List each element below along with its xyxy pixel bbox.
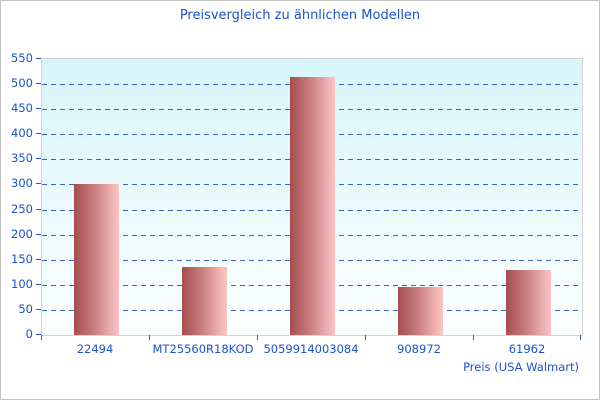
y-tick-label-450: 450 — [11, 101, 33, 115]
y-tick-label-150: 150 — [11, 252, 33, 266]
bar-5059914003084 — [290, 77, 335, 335]
y-tick-label-300: 300 — [11, 176, 33, 190]
bar-61962 — [506, 270, 551, 335]
y-tick-label-0: 0 — [25, 327, 33, 341]
y-axis-tick-0 — [36, 334, 41, 335]
y-axis-tick-300 — [36, 183, 41, 184]
y-axis-tick-50 — [36, 309, 41, 310]
x-axis-label: Preis (USA Walmart) — [463, 360, 579, 374]
y-axis-tick-350 — [36, 158, 41, 159]
y-tick-label-400: 400 — [11, 126, 33, 140]
y-axis-tick-250 — [36, 209, 41, 210]
y-axis-tick-550 — [36, 58, 41, 59]
chart-title: Preisvergleich zu ähnlichen Modellen — [179, 8, 421, 23]
y-tick-label-100: 100 — [11, 277, 33, 291]
y-tick-label-250: 250 — [11, 202, 33, 216]
y-axis-tick-200 — [36, 234, 41, 235]
bar-22494 — [74, 184, 119, 335]
bar-908972 — [398, 287, 443, 335]
y-tick-label-500: 500 — [11, 76, 33, 90]
y-tick-label-50: 50 — [18, 302, 33, 316]
bar-MT25560R18KOD — [182, 267, 227, 335]
y-axis-tick-100 — [36, 284, 41, 285]
x-tick-label-MT25560R18KOD: MT25560R18KOD — [152, 342, 254, 356]
x-axis-tick-2 — [257, 335, 258, 340]
x-axis-tick-5 — [580, 335, 581, 340]
y-tick-label-200: 200 — [11, 227, 33, 241]
y-axis-tick-500 — [36, 83, 41, 84]
x-tick-label-22494: 22494 — [76, 342, 114, 356]
x-axis-tick-0 — [41, 335, 42, 340]
y-axis-tick-150 — [36, 259, 41, 260]
x-tick-label-5059914003084: 5059914003084 — [263, 342, 359, 356]
plot-area — [41, 58, 583, 336]
x-axis-tick-3 — [365, 335, 366, 340]
x-tick-label-61962: 61962 — [508, 342, 546, 356]
x-tick-label-908972: 908972 — [397, 342, 441, 356]
y-axis-tick-450 — [36, 108, 41, 109]
x-axis-tick-4 — [473, 335, 474, 340]
y-axis-tick-400 — [36, 133, 41, 134]
x-axis-tick-1 — [149, 335, 150, 340]
y-tick-label-350: 350 — [11, 151, 33, 165]
y-tick-label-550: 550 — [11, 51, 33, 65]
